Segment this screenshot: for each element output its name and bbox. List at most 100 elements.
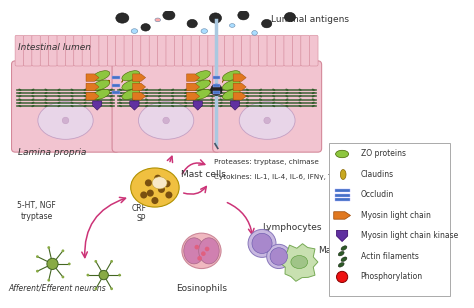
FancyBboxPatch shape xyxy=(200,35,208,66)
Ellipse shape xyxy=(119,89,122,91)
Ellipse shape xyxy=(171,89,174,91)
Ellipse shape xyxy=(92,89,110,99)
Ellipse shape xyxy=(210,95,213,97)
Ellipse shape xyxy=(45,92,47,94)
Ellipse shape xyxy=(71,105,73,107)
FancyBboxPatch shape xyxy=(15,35,24,66)
Text: Eosinophils: Eosinophils xyxy=(176,284,227,293)
FancyBboxPatch shape xyxy=(191,35,200,66)
Ellipse shape xyxy=(18,92,21,94)
Ellipse shape xyxy=(272,105,275,107)
Text: Intestinal lumen: Intestinal lumen xyxy=(18,43,91,52)
Text: Myosin light chain: Myosin light chain xyxy=(361,211,430,220)
Text: Lamina propria: Lamina propria xyxy=(18,148,86,157)
Polygon shape xyxy=(109,80,110,82)
Ellipse shape xyxy=(192,89,210,99)
Ellipse shape xyxy=(45,105,47,107)
Ellipse shape xyxy=(132,102,135,104)
FancyBboxPatch shape xyxy=(132,35,141,66)
Circle shape xyxy=(197,256,202,261)
Circle shape xyxy=(110,260,113,263)
Text: CRF: CRF xyxy=(132,204,146,213)
Ellipse shape xyxy=(259,89,262,91)
Ellipse shape xyxy=(131,29,138,33)
Ellipse shape xyxy=(45,89,47,91)
Circle shape xyxy=(145,179,152,186)
Ellipse shape xyxy=(219,105,223,107)
Polygon shape xyxy=(133,74,146,81)
Ellipse shape xyxy=(233,89,236,91)
Ellipse shape xyxy=(338,262,344,267)
Circle shape xyxy=(68,262,71,265)
FancyBboxPatch shape xyxy=(242,35,250,66)
Ellipse shape xyxy=(145,99,148,101)
Ellipse shape xyxy=(163,10,175,20)
FancyBboxPatch shape xyxy=(250,35,259,66)
Ellipse shape xyxy=(272,99,275,101)
Ellipse shape xyxy=(92,80,110,90)
Ellipse shape xyxy=(158,102,161,104)
Ellipse shape xyxy=(272,89,275,91)
Text: Myosin light chain kinase: Myosin light chain kinase xyxy=(361,231,458,241)
Circle shape xyxy=(94,260,97,263)
Ellipse shape xyxy=(197,105,200,107)
FancyBboxPatch shape xyxy=(99,35,108,66)
Text: Occludin: Occludin xyxy=(361,190,394,200)
Ellipse shape xyxy=(219,92,223,94)
Ellipse shape xyxy=(18,95,21,97)
Ellipse shape xyxy=(109,102,113,104)
Ellipse shape xyxy=(71,102,73,104)
FancyBboxPatch shape xyxy=(233,35,242,66)
Ellipse shape xyxy=(83,92,87,94)
Ellipse shape xyxy=(57,92,61,94)
Ellipse shape xyxy=(145,95,148,97)
Ellipse shape xyxy=(171,105,174,107)
Ellipse shape xyxy=(109,92,113,94)
Circle shape xyxy=(337,271,348,282)
Ellipse shape xyxy=(109,105,113,107)
Text: Phosphorylation: Phosphorylation xyxy=(361,273,423,282)
Circle shape xyxy=(165,192,173,199)
Ellipse shape xyxy=(97,92,100,94)
Ellipse shape xyxy=(158,95,161,97)
Circle shape xyxy=(205,247,210,251)
Ellipse shape xyxy=(341,246,347,250)
Ellipse shape xyxy=(83,105,87,107)
Circle shape xyxy=(211,84,222,95)
Ellipse shape xyxy=(192,71,210,81)
Ellipse shape xyxy=(312,89,315,91)
FancyBboxPatch shape xyxy=(11,61,119,152)
Ellipse shape xyxy=(341,257,347,261)
FancyBboxPatch shape xyxy=(292,35,301,66)
FancyBboxPatch shape xyxy=(91,35,99,66)
Ellipse shape xyxy=(97,102,100,104)
Ellipse shape xyxy=(184,102,187,104)
Ellipse shape xyxy=(299,99,301,101)
Ellipse shape xyxy=(246,92,249,94)
Ellipse shape xyxy=(71,92,73,94)
Ellipse shape xyxy=(197,92,200,94)
Text: Luminal antigens: Luminal antigens xyxy=(271,15,349,24)
Ellipse shape xyxy=(141,24,150,31)
FancyBboxPatch shape xyxy=(213,76,220,79)
Text: SP: SP xyxy=(136,214,146,223)
Polygon shape xyxy=(92,101,102,110)
Circle shape xyxy=(47,246,50,249)
Ellipse shape xyxy=(132,105,135,107)
Ellipse shape xyxy=(31,92,35,94)
Ellipse shape xyxy=(158,89,161,91)
FancyBboxPatch shape xyxy=(107,35,116,66)
Ellipse shape xyxy=(197,99,200,101)
Ellipse shape xyxy=(184,95,187,97)
FancyBboxPatch shape xyxy=(112,84,119,87)
Ellipse shape xyxy=(219,89,223,91)
Ellipse shape xyxy=(233,92,236,94)
Ellipse shape xyxy=(262,19,272,28)
Circle shape xyxy=(194,245,199,249)
Circle shape xyxy=(62,249,64,252)
Ellipse shape xyxy=(259,95,262,97)
Ellipse shape xyxy=(285,89,289,91)
Ellipse shape xyxy=(184,89,187,91)
Polygon shape xyxy=(133,92,146,100)
Ellipse shape xyxy=(57,105,61,107)
